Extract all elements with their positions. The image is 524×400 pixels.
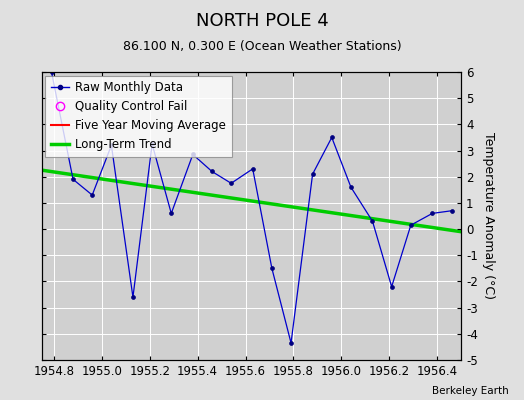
Raw Monthly Data [130, 295, 136, 300]
Raw Monthly Data [310, 172, 316, 176]
Raw Monthly Data [228, 181, 234, 186]
Raw Monthly Data [369, 219, 376, 224]
Raw Monthly Data [408, 223, 414, 228]
Y-axis label: Temperature Anomaly (°C): Temperature Anomaly (°C) [482, 132, 495, 300]
Raw Monthly Data [89, 193, 95, 198]
Raw Monthly Data [288, 340, 294, 345]
Text: NORTH POLE 4: NORTH POLE 4 [195, 12, 329, 30]
Raw Monthly Data [48, 70, 54, 74]
Raw Monthly Data [70, 177, 76, 182]
Raw Monthly Data [249, 166, 256, 171]
Text: Berkeley Earth: Berkeley Earth [432, 386, 508, 396]
Legend: Raw Monthly Data, Quality Control Fail, Five Year Moving Average, Long-Term Tren: Raw Monthly Data, Quality Control Fail, … [46, 76, 232, 157]
Raw Monthly Data [108, 143, 115, 148]
Raw Monthly Data [388, 284, 395, 289]
Raw Monthly Data [209, 169, 215, 174]
Raw Monthly Data [449, 208, 455, 213]
Line: Raw Monthly Data: Raw Monthly Data [50, 70, 453, 345]
Raw Monthly Data [329, 135, 335, 140]
Raw Monthly Data [348, 185, 354, 190]
Raw Monthly Data [168, 211, 174, 216]
Raw Monthly Data [269, 266, 275, 271]
Text: 86.100 N, 0.300 E (Ocean Weather Stations): 86.100 N, 0.300 E (Ocean Weather Station… [123, 40, 401, 53]
Raw Monthly Data [190, 152, 196, 157]
Raw Monthly Data [149, 142, 155, 146]
Raw Monthly Data [429, 211, 435, 216]
